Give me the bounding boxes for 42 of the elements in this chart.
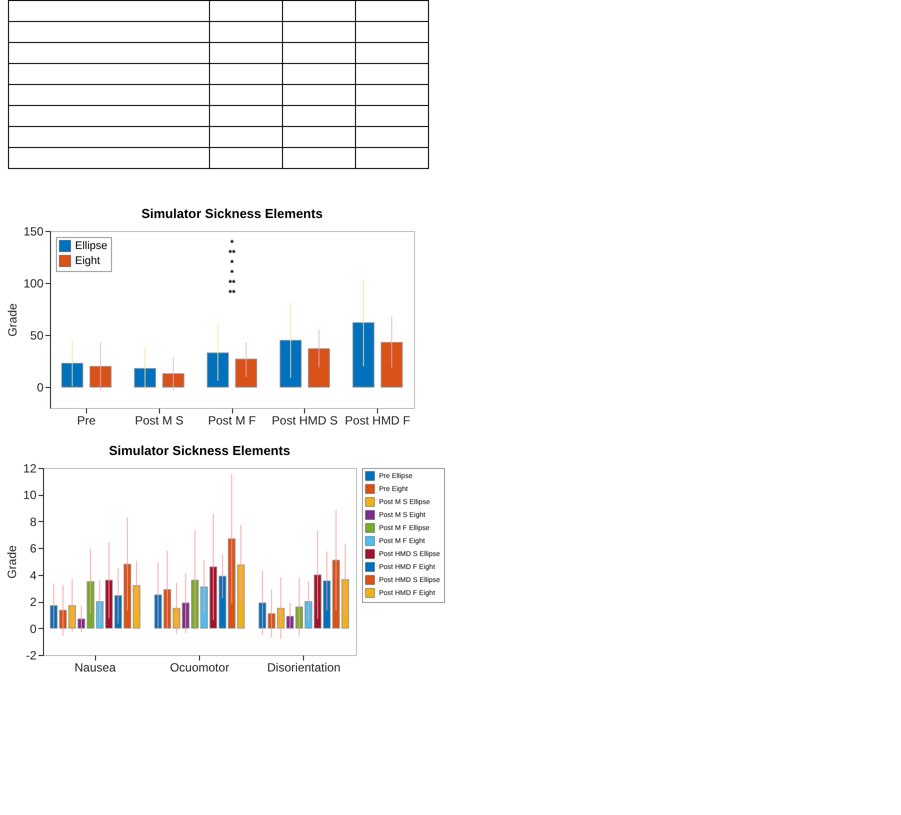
annotation: * xyxy=(230,238,234,248)
legend-label: Eight xyxy=(75,255,100,267)
bar xyxy=(134,368,156,388)
bar xyxy=(162,373,184,388)
x-tick-label: Disorientation xyxy=(267,660,341,674)
y-tick-label: 2 xyxy=(30,595,37,610)
bar xyxy=(308,348,330,388)
bar xyxy=(90,366,112,388)
y-tick-label: -2 xyxy=(26,648,37,662)
y-tick-label: 50 xyxy=(30,328,44,343)
x-tick-label: Post M S xyxy=(134,414,184,428)
bar xyxy=(380,342,403,388)
y-axis-title: Grade xyxy=(5,545,20,579)
bar xyxy=(235,358,258,388)
x-tick-label: Nausea xyxy=(74,660,116,674)
bar xyxy=(206,352,229,388)
annotation: ** xyxy=(228,288,236,298)
chart-title: Simulator Sickness Elements xyxy=(108,443,290,458)
bar xyxy=(280,340,302,388)
y-tick-label: 8 xyxy=(30,514,37,529)
x-tick-label: Post HMD F xyxy=(344,414,410,428)
y-tick-label: 150 xyxy=(23,224,44,238)
annotation: ** xyxy=(228,248,236,258)
y-axis-title: Grade xyxy=(5,303,20,337)
y-tick-label: 100 xyxy=(23,276,44,291)
x-tick-label: Post HMD S xyxy=(272,414,338,428)
x-tick-label: Pre xyxy=(77,414,96,428)
legend-label: Ellipse xyxy=(75,240,108,252)
annotation: ** xyxy=(228,278,236,288)
x-tick-label: Post M F xyxy=(208,414,256,428)
y-tick-label: 10 xyxy=(23,488,37,502)
x-tick-label: Ocuomotor xyxy=(170,660,230,674)
annotation: * xyxy=(230,258,234,268)
chart-title: Simulator Sickness Elements xyxy=(141,206,323,221)
bar xyxy=(352,322,374,388)
annotation: * xyxy=(230,268,234,278)
y-tick-label: 0 xyxy=(36,380,44,395)
y-tick-label: 0 xyxy=(30,622,37,636)
bar xyxy=(61,362,84,388)
y-tick-label: 6 xyxy=(30,542,37,556)
y-tick-label: 4 xyxy=(30,568,37,582)
y-tick-label: 12 xyxy=(23,462,37,476)
